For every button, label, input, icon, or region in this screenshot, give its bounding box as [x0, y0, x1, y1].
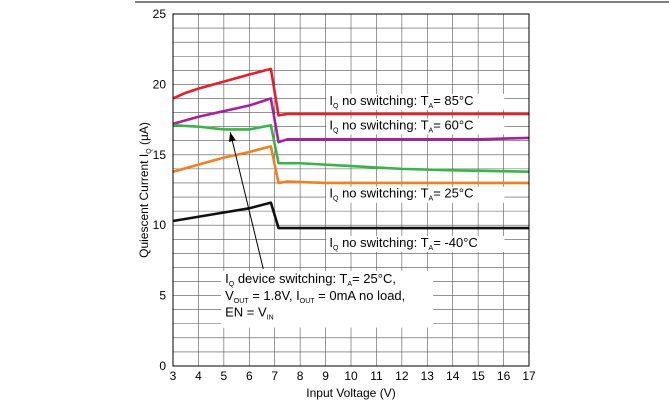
label-text: = 85°C	[433, 93, 473, 108]
x-tick-label: 15	[471, 369, 485, 383]
subscript: A	[347, 281, 352, 288]
x-tick-label: 13	[421, 369, 435, 383]
x-tick-label: 7	[271, 369, 278, 383]
y-axis-title-sub: Q	[146, 148, 153, 154]
series-line	[172, 97, 530, 144]
subscript: Q	[333, 127, 339, 134]
x-tick-label: 14	[446, 369, 460, 383]
label-text: no switching: T	[338, 235, 428, 250]
label-text: EN = V	[225, 305, 267, 320]
x-tick-labels: 3 4 5 6 7 8 9 10 11 12 13 14 15 16 17	[170, 369, 536, 383]
callout-arrow-line	[229, 132, 264, 269]
label-text: I	[329, 117, 333, 132]
y-axis-title: Quiescent Current IQ (µA)	[137, 122, 153, 258]
y-axis-title-unit: (µA)	[137, 122, 151, 148]
callout-line: EN = VIN	[225, 305, 274, 322]
label-text: no switching: T	[338, 186, 428, 201]
x-tick-label: 17	[522, 369, 536, 383]
x-tick-label: 16	[497, 369, 511, 383]
label-text: V	[225, 288, 234, 303]
y-tick-label: 10	[153, 218, 167, 232]
x-axis-title: Input Voltage (V)	[306, 386, 395, 400]
callout-layer: IQ device switching: TA= 25°C,VOUT = 1.8…	[221, 132, 434, 328]
callout-background	[221, 270, 434, 328]
annotation-background	[326, 186, 505, 203]
x-tick-label: 5	[221, 369, 228, 383]
x-tick-label: 8	[297, 369, 304, 383]
subscript: Q	[333, 103, 339, 110]
subscript: Q	[333, 196, 339, 203]
annotation-label: IQ no switching: TA= 25°C	[329, 186, 473, 203]
label-text: I	[225, 271, 229, 286]
label-text: = 25°C,	[352, 271, 396, 286]
label-text: = 1.8V, I	[249, 288, 300, 303]
subscript: IN	[267, 315, 274, 322]
subscript: A	[429, 103, 434, 110]
x-tick-label: 12	[395, 369, 409, 383]
series-line	[172, 145, 529, 185]
subscript: A	[429, 196, 434, 203]
label-text: I	[329, 186, 333, 201]
series-line	[172, 123, 530, 173]
y-tick-label: 25	[153, 7, 167, 21]
label-text: I	[329, 93, 333, 108]
callout-arrowhead	[228, 132, 236, 142]
label-text: no switching: T	[338, 117, 428, 132]
y-tick-label: 15	[153, 148, 167, 162]
annotation-label: IQ no switching: TA= 85°C	[329, 93, 473, 110]
label-text: no switching: T	[338, 93, 428, 108]
callout-line: VOUT = 1.8V, IOUT = 0mA no load,	[225, 288, 405, 305]
annotation-background	[326, 93, 505, 110]
subscript: A	[429, 245, 434, 252]
callout-line: IQ device switching: TA= 25°C,	[225, 271, 396, 288]
label-text: = 0mA no load,	[315, 288, 406, 303]
plot-border	[172, 13, 530, 367]
subscript: OUT	[234, 298, 250, 305]
x-tick-label: 6	[246, 369, 253, 383]
label-text: = -40°C	[433, 235, 478, 250]
subscript: A	[429, 127, 434, 134]
label-text: device switching: T	[234, 271, 347, 286]
x-tick-label: 4	[195, 369, 202, 383]
x-tick-label: 3	[170, 369, 177, 383]
annotation-background	[326, 118, 505, 135]
y-axis-title-main: Quiescent Current I	[137, 154, 151, 258]
series-line	[172, 67, 529, 117]
y-tick-label: 20	[153, 77, 167, 91]
label-text: = 60°C	[433, 117, 473, 132]
subscript: Q	[333, 245, 339, 252]
annotation-background	[326, 236, 505, 253]
annotation-label: IQ no switching: TA= -40°C	[329, 235, 477, 252]
label-text: I	[329, 235, 333, 250]
subscript: Q	[229, 281, 235, 288]
y-tick-label: 5	[159, 289, 166, 303]
annotations-layer: IQ no switching: TA= 85°CIQ no switching…	[326, 93, 505, 253]
y-tick-labels: 0 5 10 15 20 25	[153, 7, 167, 373]
label-text: = 25°C	[433, 186, 473, 201]
x-tick-label: 11	[370, 369, 383, 383]
y-tick-label: 0	[159, 359, 166, 373]
subscript: OUT	[300, 298, 316, 305]
series-line	[172, 201, 529, 230]
annotation-label: IQ no switching: TA= 60°C	[329, 117, 473, 134]
x-tick-label: 10	[344, 369, 358, 383]
x-tick-label: 9	[322, 369, 329, 383]
series-layer	[172, 67, 530, 230]
